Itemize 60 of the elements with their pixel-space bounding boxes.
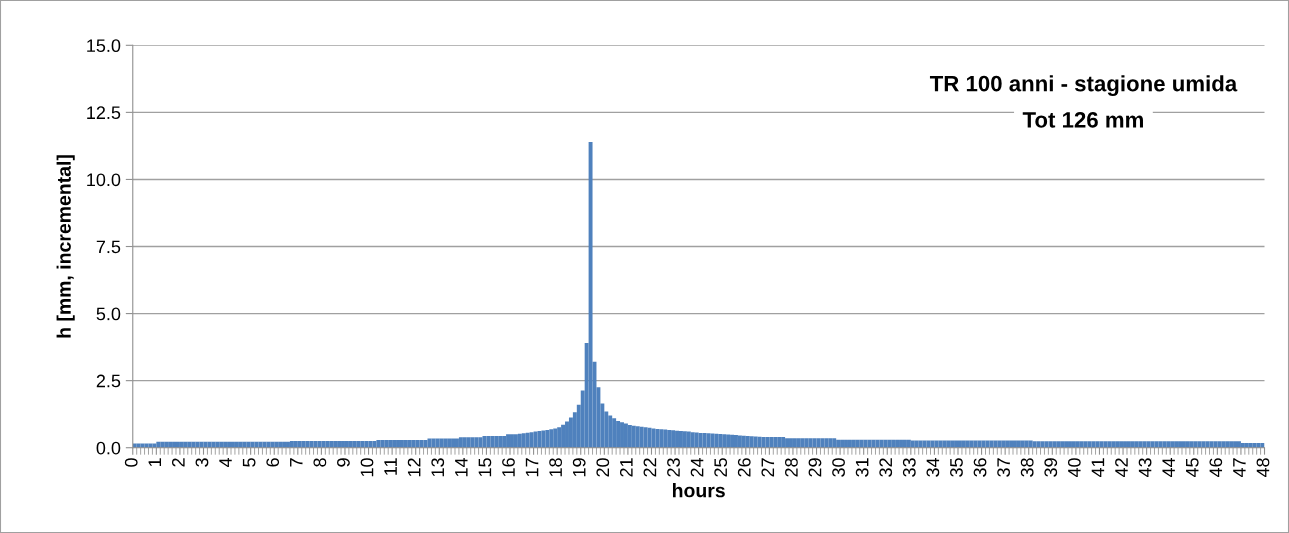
x-tick-label: 19 [572,458,586,477]
x-tick-label: 3 [195,458,209,467]
x-tick-label: 40 [1067,458,1081,478]
text: TR 100 anni - stagione umida [929,75,1238,96]
x-tick-label: 2 [171,458,185,467]
x-tick-label: 25 [714,458,728,477]
y-axis-title: h [mm, incremental] [56,155,75,338]
x-tick-label: 31 [855,458,869,477]
x-axis-title: hours [672,483,725,498]
x-tick-label: 15 [478,458,492,477]
y-tick-label: 0.0 [96,441,121,455]
x-tick-label: 43 [1138,458,1152,478]
x-tick-label: 7 [290,458,303,467]
y-tick-label: 12.5 [87,106,121,120]
x-tick-label: 11 [384,458,397,475]
x-tick-label: 22 [643,458,657,477]
x-tick-label: 5 [242,458,256,467]
x-tick-label: 35 [950,458,963,477]
x-tick-label: 42 [1115,458,1128,478]
x-tick-label: 12 [407,458,421,477]
y-tick-label: 10.0 [87,173,121,187]
x-tick-label: 20 [596,458,610,477]
x-tick-label: 10 [360,458,374,477]
x-tick-label: 48 [1256,458,1270,478]
x-tick-label: 37 [997,458,1010,477]
x-tick-label: 18 [549,458,563,477]
x-tick-label: 16 [502,458,515,477]
x-tick-label: 45 [1186,458,1199,478]
x-tick-label: 26 [737,458,751,477]
x-tick-label: 28 [785,458,798,477]
x-tick-label: 38 [1020,458,1034,477]
x-tick-label: 44 [1162,457,1175,478]
y-tick-label: 7.5 [96,240,121,254]
x-tick-label: 17 [525,458,539,477]
x-tick-label: 14 [455,457,468,477]
x-tick-label: 4 [219,457,232,468]
x-tick-label: 8 [313,458,327,467]
x-tick-label: 29 [808,458,822,477]
x-tick-label: 9 [337,458,350,467]
x-tick-label: 6 [266,458,280,467]
x-tick-label: 27 [761,458,775,477]
x-tick-label: 21 [619,458,633,477]
x-tick-label: 47 [1233,458,1246,478]
x-tick-label: 46 [1209,458,1223,478]
x-tick-label: 39 [1044,458,1058,477]
x-tick-label: 32 [879,458,893,477]
y-tick-label: 2.5 [96,374,121,388]
x-tick-label: 23 [667,458,680,477]
y-tick-label: 15.0 [87,39,121,53]
x-tick-label: 36 [973,458,987,477]
x-tick-label: 13 [431,458,445,477]
x-tick-label: 0 [124,458,138,467]
x-tick-label: 34 [926,457,940,477]
x-tick-label: 41 [1091,458,1105,478]
x-tick-label: 24 [690,457,704,477]
x-tick-label: 33 [902,458,916,477]
y-tick-label: 5.0 [96,307,121,321]
text: Tot 126 mm [1022,111,1143,128]
x-tick-label: 1 [148,458,162,467]
x-tick-label: 30 [832,458,845,477]
